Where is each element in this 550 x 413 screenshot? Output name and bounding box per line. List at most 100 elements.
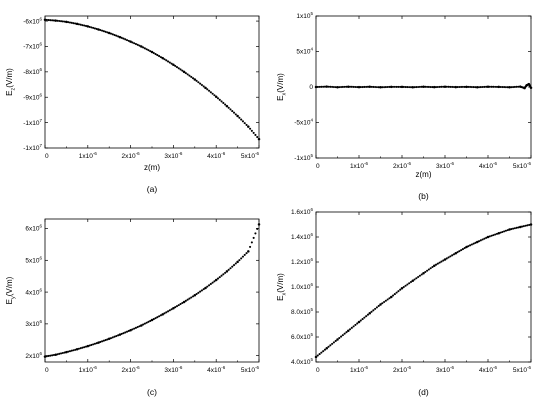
curve-dot [365, 85, 368, 88]
curve-dot [145, 321, 148, 324]
curve-dot [436, 262, 439, 265]
curve-dot [384, 299, 387, 302]
curve-dot [47, 354, 50, 358]
curve-dot [254, 232, 257, 235]
curve-dot [241, 255, 244, 258]
curve-dot [434, 263, 438, 266]
curve-dot [460, 85, 463, 89]
curve-dot [331, 342, 334, 345]
data-point [54, 353, 57, 356]
curve-dot [501, 85, 504, 89]
y-tick-label: -8x106 [23, 67, 42, 76]
curve-dot [184, 299, 187, 302]
curve-dot [409, 86, 413, 89]
curve-dot [391, 294, 395, 297]
y-tick-label: -1x107 [23, 143, 42, 152]
curve-dot [104, 339, 107, 342]
curve-dot [323, 348, 327, 351]
curve-dot [127, 39, 130, 42]
curve-dot [469, 244, 472, 247]
curve-dot [231, 265, 234, 268]
curve-dot [388, 297, 391, 300]
curve-dot [510, 86, 513, 89]
curve-dot [79, 23, 82, 26]
curve-dot [490, 85, 493, 88]
data-point [43, 18, 47, 22]
data-point [86, 344, 90, 348]
curve-dot [84, 24, 88, 28]
y-tick-label: 8.0x105 [291, 307, 314, 316]
data-series [43, 223, 261, 358]
curve-dot [356, 322, 359, 325]
data-point [411, 279, 414, 282]
x-tick-label: 0 [45, 367, 49, 374]
curve-dot [426, 85, 429, 88]
curve-dot [99, 340, 102, 344]
data-point [140, 45, 143, 48]
curve-dot [61, 351, 64, 355]
curve-dot [506, 86, 509, 89]
data-point [523, 86, 526, 90]
curve-dot [67, 350, 70, 353]
curve-dot [213, 94, 216, 97]
curve-dot [143, 47, 146, 50]
curve-dot [460, 249, 463, 252]
curve-dot [374, 85, 377, 89]
curve-dot [72, 22, 75, 25]
data-point [150, 50, 154, 54]
curve-dot [152, 52, 155, 55]
curve-dot [438, 261, 441, 264]
curve-dot [365, 315, 368, 318]
data-point [422, 85, 425, 89]
data-point [390, 295, 393, 299]
curve-dot [477, 240, 481, 243]
curve-dot [174, 64, 177, 67]
curve-dot [409, 280, 413, 284]
curve-dot [60, 20, 63, 23]
curve-dot [211, 281, 214, 284]
curve-dot [429, 267, 432, 270]
panel-label: (c) [147, 387, 157, 397]
curve-dot [49, 19, 52, 22]
curve-dot [63, 20, 66, 23]
curve-dot [102, 339, 105, 342]
data-point [454, 252, 457, 255]
curve-dot [145, 48, 148, 51]
curve-dot [200, 289, 203, 292]
curve-dot [320, 85, 323, 88]
curve-dot [474, 241, 477, 244]
curve-dot [195, 79, 198, 82]
curve-dot [188, 297, 191, 300]
curve-dot [440, 260, 443, 263]
curve-dot [504, 229, 507, 232]
y-tick-label: 6.0x105 [291, 332, 314, 341]
curve-dot [334, 86, 337, 89]
data-point [140, 324, 143, 327]
curve-dot [381, 86, 384, 89]
curve-dot [418, 274, 421, 277]
curve-dot [513, 227, 516, 230]
curve-dot [120, 36, 123, 39]
x-tick-label: 3x10-6 [436, 161, 455, 170]
curve-dot [209, 91, 212, 94]
curve-dot [136, 325, 139, 329]
curve-dot [463, 246, 466, 250]
curve-dot [377, 86, 380, 89]
y-tick-label: -7x106 [23, 42, 42, 51]
data-point [465, 245, 468, 249]
curve-dot [512, 86, 515, 89]
curve-dot [363, 316, 366, 319]
y-tick-label: 1.2x106 [291, 257, 314, 266]
curve-dot [477, 86, 481, 89]
data-point [433, 264, 436, 267]
curve-dot [383, 86, 386, 89]
curve-dot [348, 85, 352, 88]
data-series [43, 18, 261, 141]
curve-dot [88, 344, 91, 347]
curve-dot [406, 86, 409, 89]
curve-dot [45, 355, 48, 358]
curve-dot [318, 85, 321, 88]
curve-dot [61, 20, 64, 23]
curve-dot [95, 27, 98, 30]
